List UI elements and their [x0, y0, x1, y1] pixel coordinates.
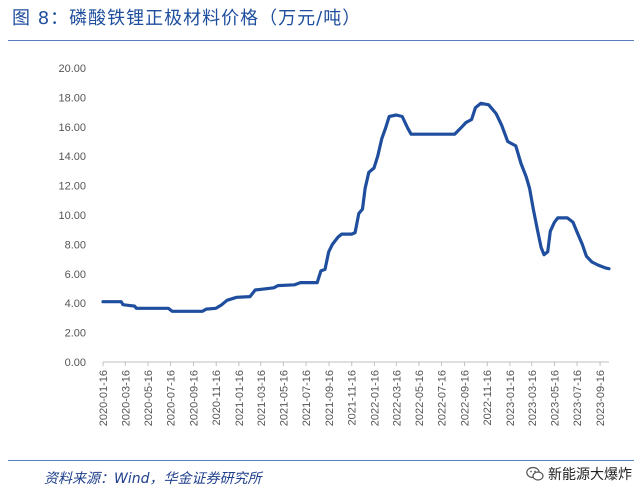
y-axis: 0.00 2.00 4.00 6.00 8.00 10.00 12.00 14.00 16.00…: [58, 63, 86, 369]
x-tick-label: 2020-07-16: [166, 370, 178, 426]
y-tick-label: 0.00: [65, 357, 86, 369]
x-tick-label: 2021-11-16: [347, 370, 359, 425]
y-tick-label: 18.00: [58, 92, 86, 104]
y-tick-label: 16.00: [58, 122, 86, 134]
x-tick-label: 2021-05-16: [278, 370, 290, 426]
x-tick-label: 2021-01-16: [234, 370, 246, 426]
x-tick-label: 2022-05-16: [414, 370, 426, 426]
y-tick-label: 20.00: [58, 63, 86, 75]
x-tick-label: 2022-07-16: [437, 370, 449, 426]
x-tick-label: 2020-11-16: [211, 370, 223, 425]
x-tick-label: 2021-09-16: [324, 370, 336, 426]
x-tick-label: 2020-01-16: [98, 370, 110, 426]
y-tick-label: 6.00: [65, 269, 86, 281]
x-tick-label: 2020-09-16: [189, 370, 201, 426]
title-divider: [8, 40, 634, 41]
x-tick-label: 2020-05-16: [143, 370, 155, 426]
x-axis: 2020-01-16 2020-03-16 2020-05-16 2020-07-16…: [98, 362, 607, 426]
x-tick-label: 2022-03-16: [391, 370, 403, 426]
footer-divider: [8, 460, 634, 461]
y-tick-label: 14.00: [58, 151, 86, 163]
series-line-price: [101, 101, 611, 313]
chart-title: 图 8：磷酸铁锂正极材料价格（万元/吨）: [12, 8, 362, 29]
y-tick-label: 2.00: [65, 328, 86, 340]
x-tick-label: 2020-03-16: [120, 370, 132, 426]
x-tick-label: 2023-09-16: [595, 370, 607, 426]
watermark-text: 新能源大爆炸: [548, 467, 632, 483]
wechat-icon: [526, 466, 544, 481]
x-tick-label: 2022-09-16: [460, 370, 472, 426]
x-tick-label: 2023-05-16: [549, 370, 561, 426]
x-tick-label: 2021-07-16: [301, 370, 313, 426]
x-tick-label: 2022-11-16: [482, 370, 494, 425]
x-tick-label: 2023-03-16: [527, 370, 539, 426]
line-chart: 0.00 2.00 4.00 6.00 8.00 10.00 12.00 14.00 16.00…: [58, 63, 611, 426]
source-note: 资料来源：Wind，华金证券研究所: [44, 471, 262, 487]
x-tick-label: 2023-07-16: [572, 370, 584, 426]
watermark: 新能源大爆炸: [526, 464, 632, 484]
y-tick-label: 10.00: [58, 210, 86, 222]
y-tick-label: 12.00: [58, 181, 86, 193]
x-tick-label: 2021-03-16: [256, 370, 268, 426]
x-tick-label: 2022-01-16: [369, 370, 381, 426]
x-tick-label: 2023-01-16: [505, 370, 517, 426]
y-tick-label: 8.00: [65, 239, 86, 251]
y-tick-label: 4.00: [65, 298, 86, 310]
